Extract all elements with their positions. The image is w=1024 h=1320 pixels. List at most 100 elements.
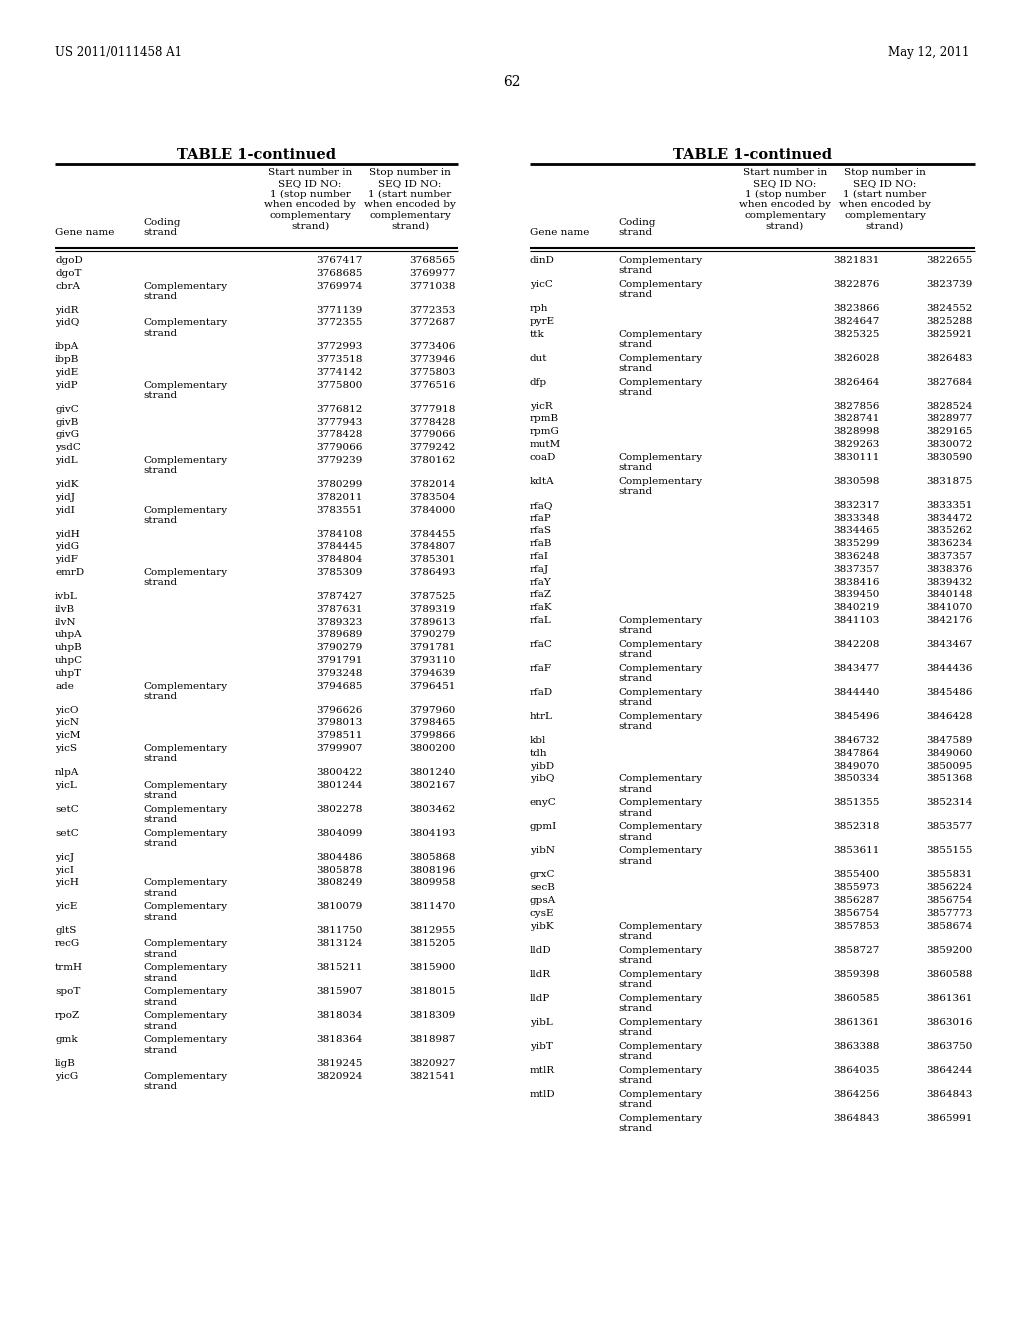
Text: ibpA: ibpA	[55, 342, 79, 351]
Text: 3811470: 3811470	[410, 903, 456, 911]
Text: Start number in
SEQ ID NO:
1 (stop number
when encoded by
complementary
strand): Start number in SEQ ID NO: 1 (stop numbe…	[264, 168, 356, 231]
Text: rfaP: rfaP	[530, 513, 552, 523]
Text: 3818034: 3818034	[316, 1011, 362, 1020]
Text: 3812955: 3812955	[410, 927, 456, 936]
Text: 3825325: 3825325	[834, 330, 880, 339]
Text: 3798511: 3798511	[316, 731, 362, 741]
Text: 3773406: 3773406	[410, 342, 456, 351]
Text: 3790279: 3790279	[410, 631, 456, 639]
Text: Complementary
strand: Complementary strand	[618, 775, 702, 793]
Text: 3861361: 3861361	[927, 994, 973, 1003]
Text: Complementary
strand: Complementary strand	[143, 1035, 227, 1055]
Text: 3815900: 3815900	[410, 964, 456, 973]
Text: 3847589: 3847589	[927, 737, 973, 744]
Text: 3804193: 3804193	[410, 829, 456, 838]
Text: uhpC: uhpC	[55, 656, 83, 665]
Text: 3780162: 3780162	[410, 455, 456, 465]
Text: 3773518: 3773518	[316, 355, 362, 364]
Text: yidF: yidF	[55, 556, 78, 564]
Text: yibQ: yibQ	[530, 775, 555, 783]
Text: 3831875: 3831875	[927, 477, 973, 486]
Text: 3858727: 3858727	[834, 945, 880, 954]
Text: 3798465: 3798465	[410, 718, 456, 727]
Text: 3779242: 3779242	[410, 444, 456, 453]
Text: 3863388: 3863388	[834, 1041, 880, 1051]
Text: 3784455: 3784455	[410, 529, 456, 539]
Text: 3825921: 3825921	[927, 330, 973, 339]
Text: spoT: spoT	[55, 987, 80, 997]
Text: Stop number in
SEQ ID NO:
1 (start number
when encoded by
complementary
strand): Stop number in SEQ ID NO: 1 (start numbe…	[839, 168, 931, 231]
Text: 3835262: 3835262	[927, 527, 973, 536]
Text: 3839432: 3839432	[927, 578, 973, 586]
Text: pyrE: pyrE	[530, 317, 555, 326]
Text: 3813124: 3813124	[316, 940, 362, 948]
Text: Complementary
strand: Complementary strand	[618, 378, 702, 397]
Text: kbl: kbl	[530, 737, 547, 744]
Text: 3852318: 3852318	[834, 822, 880, 832]
Text: 3780299: 3780299	[316, 480, 362, 488]
Text: 3827684: 3827684	[927, 378, 973, 387]
Text: Gene name: Gene name	[55, 228, 115, 238]
Text: 3844436: 3844436	[927, 664, 973, 673]
Text: 3784445: 3784445	[316, 543, 362, 552]
Text: 3815205: 3815205	[410, 940, 456, 948]
Text: 3784807: 3784807	[410, 543, 456, 552]
Text: 3834465: 3834465	[834, 527, 880, 536]
Text: 3783551: 3783551	[316, 506, 362, 515]
Text: 3863016: 3863016	[927, 1018, 973, 1027]
Text: 3774142: 3774142	[316, 368, 362, 378]
Text: mutM: mutM	[530, 440, 561, 449]
Text: 3815211: 3815211	[316, 964, 362, 973]
Text: 3783504: 3783504	[410, 492, 456, 502]
Text: 3835299: 3835299	[834, 539, 880, 548]
Text: 3776516: 3776516	[410, 380, 456, 389]
Text: 3836248: 3836248	[834, 552, 880, 561]
Text: Complementary
strand: Complementary strand	[618, 354, 702, 374]
Text: 3800200: 3800200	[410, 744, 456, 752]
Text: givB: givB	[55, 417, 79, 426]
Text: yidL: yidL	[55, 455, 78, 465]
Text: 3777918: 3777918	[410, 405, 456, 413]
Text: lldR: lldR	[530, 970, 551, 978]
Text: 3811750: 3811750	[316, 927, 362, 936]
Text: Complementary
strand: Complementary strand	[143, 568, 227, 587]
Text: 3821831: 3821831	[834, 256, 880, 265]
Text: 3810079: 3810079	[316, 903, 362, 911]
Text: Complementary
strand: Complementary strand	[143, 964, 227, 982]
Text: yicI: yicI	[55, 866, 74, 875]
Text: givC: givC	[55, 405, 79, 413]
Text: 3804099: 3804099	[316, 829, 362, 838]
Text: 3845496: 3845496	[834, 711, 880, 721]
Text: 3824552: 3824552	[927, 304, 973, 313]
Text: yicN: yicN	[55, 718, 79, 727]
Text: 3855973: 3855973	[834, 883, 880, 892]
Text: 3789319: 3789319	[410, 605, 456, 614]
Text: Stop number in
SEQ ID NO:
1 (start number
when encoded by
complementary
strand): Stop number in SEQ ID NO: 1 (start numbe…	[365, 168, 456, 231]
Text: 3808196: 3808196	[410, 866, 456, 875]
Text: 3847864: 3847864	[834, 748, 880, 758]
Text: 3777943: 3777943	[316, 417, 362, 426]
Text: rfaB: rfaB	[530, 539, 553, 548]
Text: Complementary
strand: Complementary strand	[143, 829, 227, 849]
Text: Complementary
strand: Complementary strand	[618, 1041, 702, 1061]
Text: rfaY: rfaY	[530, 578, 552, 586]
Text: Complementary
strand: Complementary strand	[618, 640, 702, 660]
Text: tdh: tdh	[530, 748, 548, 758]
Text: nlpA: nlpA	[55, 768, 80, 777]
Text: 3802167: 3802167	[410, 781, 456, 789]
Text: ysdC: ysdC	[55, 444, 81, 453]
Text: Complementary
strand: Complementary strand	[143, 281, 227, 301]
Text: 3838416: 3838416	[834, 578, 880, 586]
Text: 3829165: 3829165	[927, 428, 973, 436]
Text: kdtA: kdtA	[530, 477, 555, 486]
Text: 3786493: 3786493	[410, 568, 456, 577]
Text: 3837357: 3837357	[927, 552, 973, 561]
Text: 3837357: 3837357	[834, 565, 880, 574]
Text: 3793110: 3793110	[410, 656, 456, 665]
Text: Complementary
strand: Complementary strand	[618, 1018, 702, 1038]
Text: 3779066: 3779066	[410, 430, 456, 440]
Text: 3775803: 3775803	[410, 368, 456, 378]
Text: recG: recG	[55, 940, 80, 948]
Text: Complementary
strand: Complementary strand	[618, 664, 702, 684]
Text: rfaZ: rfaZ	[530, 590, 552, 599]
